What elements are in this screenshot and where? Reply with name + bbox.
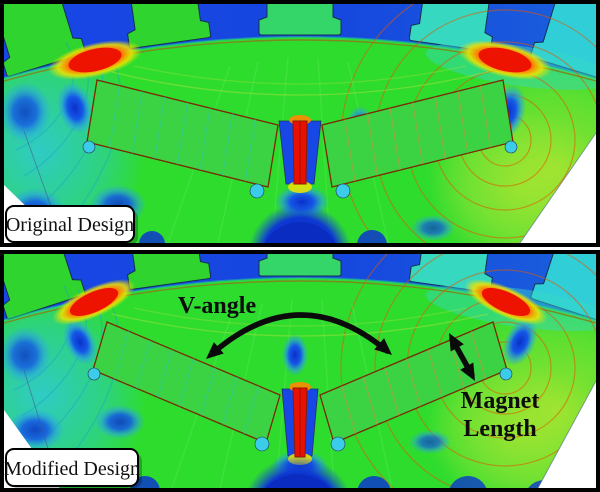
bridge-hotspots-original <box>48 40 552 80</box>
design-label-original: Original Design <box>5 205 138 245</box>
center-post-modified <box>281 382 319 465</box>
magnet-left-original <box>86 79 279 188</box>
design-label-text: Modified Design <box>4 458 140 480</box>
magnet-length-label-line1: Magnet <box>461 388 540 414</box>
v-angle-arc-arrow-icon <box>210 312 390 356</box>
design-label-text: Original Design <box>6 214 134 236</box>
panel-border <box>0 0 600 247</box>
panel-border <box>0 250 600 492</box>
bridge-hotspots-modified <box>52 279 548 325</box>
panel-original: Original Design <box>0 0 600 247</box>
slot-end-circles-modified <box>87 367 513 452</box>
magnet-mesh-lines <box>341 330 486 435</box>
panel-modified: V-angle Magnet Length Modified Design <box>0 250 600 492</box>
design-label-modified: Modified Design <box>4 448 142 488</box>
stator-tooth <box>258 0 342 36</box>
v-angle-label: V-angle <box>178 293 257 319</box>
v-angle-annotation: V-angle <box>178 293 397 365</box>
magnet-right-original <box>321 79 514 188</box>
center-post-original <box>278 115 322 193</box>
slot-end-circles-original <box>82 140 518 199</box>
shaft-side-blobs-original <box>139 203 387 247</box>
magnet-mesh-lines <box>109 85 256 182</box>
label-box <box>5 205 135 243</box>
magnet-length-annotation: Magnet Length <box>442 329 539 442</box>
magnet-mesh-lines <box>344 85 491 182</box>
magnet-mesh-lines <box>114 330 259 435</box>
label-box <box>5 448 139 487</box>
magnet-length-label-line2: Length <box>463 416 536 442</box>
